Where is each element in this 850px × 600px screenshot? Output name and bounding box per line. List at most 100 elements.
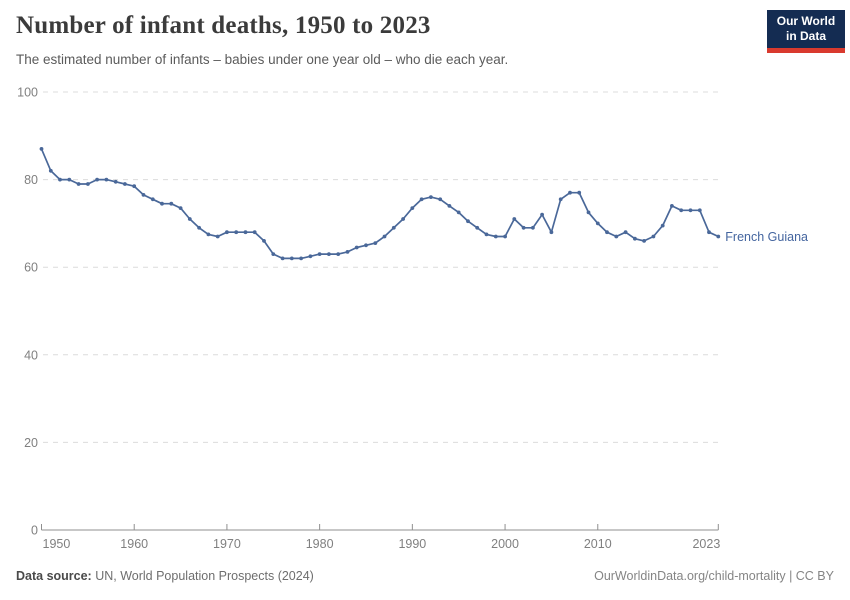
data-point-2003	[531, 225, 535, 230]
x-axis-label-1960: 1960	[120, 537, 148, 551]
credit-link[interactable]: OurWorldinData.org/child-mortality | CC …	[594, 569, 834, 583]
data-point-1950	[39, 147, 44, 151]
data-point-2011	[605, 230, 609, 235]
data-point-2014	[633, 236, 637, 241]
data-point-2001	[512, 217, 517, 221]
data-point-1994	[447, 204, 452, 208]
data-point-1972	[243, 230, 248, 235]
data-point-1961	[141, 193, 146, 197]
data-point-1989	[401, 217, 405, 221]
data-point-2013	[623, 230, 628, 235]
data-point-1974	[262, 239, 266, 243]
x-axis-label-1980: 1980	[306, 537, 334, 551]
data-point-1964	[169, 201, 174, 206]
data-point-1985	[364, 243, 368, 248]
data-point-1954	[76, 182, 81, 186]
data-point-2015	[642, 239, 646, 243]
data-point-1990	[410, 206, 415, 211]
data-point-2020	[688, 208, 693, 213]
data-point-1959	[123, 182, 127, 186]
data-point-1982	[336, 252, 341, 256]
data-point-1976	[280, 256, 285, 261]
data-point-1955	[86, 182, 90, 186]
data-point-2008	[577, 190, 582, 195]
data-point-2000	[503, 234, 507, 239]
y-axis-label-20: 20	[24, 436, 38, 450]
data-point-1997	[475, 225, 480, 230]
data-point-1980	[317, 252, 322, 256]
data-point-2019	[679, 208, 684, 213]
data-point-1999	[493, 234, 498, 239]
data-point-2007	[568, 190, 572, 195]
data-point-1987	[382, 234, 387, 239]
data-point-2022	[707, 230, 711, 235]
data-source-label: Data source:	[16, 569, 92, 583]
data-point-1996	[466, 219, 470, 224]
x-axis-label-2010: 2010	[584, 537, 612, 551]
data-point-2017	[660, 223, 665, 228]
data-point-1958	[113, 179, 118, 184]
data-source-text: UN, World Population Prospects (2024)	[91, 569, 314, 583]
data-point-1960	[132, 184, 137, 189]
data-point-2009	[586, 210, 591, 215]
x-axis-label-1990: 1990	[398, 537, 426, 551]
data-point-1986	[373, 241, 378, 246]
data-point-1978	[299, 256, 303, 261]
y-axis-label-40: 40	[24, 348, 38, 362]
data-point-1984	[354, 245, 359, 250]
data-point-1963	[160, 201, 164, 206]
data-point-1971	[234, 230, 239, 235]
data-source-note: Data source: UN, World Population Prospe…	[16, 569, 314, 583]
data-point-1993	[438, 197, 443, 202]
data-point-1957	[104, 177, 109, 182]
data-point-1965	[178, 206, 183, 211]
data-point-1970	[225, 230, 229, 235]
data-line-french-guiana	[40, 148, 720, 260]
data-point-1998	[484, 232, 489, 237]
data-point-1979	[308, 254, 313, 259]
data-point-1968	[206, 232, 211, 237]
data-point-1992	[429, 195, 433, 200]
y-axis-label-100: 100	[17, 86, 38, 100]
chart-subtitle: The estimated number of infants – babies…	[16, 52, 509, 67]
data-point-1981	[327, 252, 331, 256]
data-point-1977	[289, 256, 294, 261]
data-point-2006	[558, 197, 563, 202]
data-point-2016	[651, 234, 656, 239]
x-axis-label-2000: 2000	[491, 537, 519, 551]
data-point-1983	[345, 250, 350, 254]
data-point-1995	[456, 210, 461, 215]
data-point-2023	[716, 234, 721, 239]
data-point-1953	[67, 177, 72, 182]
series-label: French Guiana	[725, 230, 808, 244]
y-axis-label-0: 0	[31, 524, 38, 538]
owid-logo[interactable]: Our World in Data	[767, 10, 845, 53]
data-point-1951	[48, 168, 53, 173]
x-axis-label-1970: 1970	[213, 537, 241, 551]
data-point-2002	[521, 225, 526, 230]
data-point-1962	[150, 197, 155, 202]
data-point-2010	[595, 221, 600, 226]
data-point-1966	[187, 217, 192, 221]
y-axis-label-80: 80	[24, 173, 38, 187]
data-point-1975	[271, 252, 276, 256]
data-point-2021	[697, 208, 702, 213]
data-point-1991	[419, 197, 424, 202]
y-axis-label-60: 60	[24, 261, 38, 275]
data-point-1967	[197, 225, 202, 230]
data-point-2012	[614, 234, 619, 239]
x-axis-label-1950: 1950	[43, 537, 71, 551]
page-title: Number of infant deaths, 1950 to 2023	[16, 12, 431, 39]
owid-logo-line2: in Data	[785, 29, 826, 43]
x-axis-label-2023: 2023	[692, 537, 720, 551]
data-point-2004	[540, 212, 544, 217]
data-point-1969	[215, 234, 220, 239]
data-point-1956	[95, 177, 99, 182]
data-point-2005	[549, 230, 554, 235]
data-point-1952	[58, 177, 62, 182]
data-point-1973	[252, 230, 257, 235]
data-point-1988	[391, 225, 396, 230]
data-point-2018	[670, 204, 674, 208]
